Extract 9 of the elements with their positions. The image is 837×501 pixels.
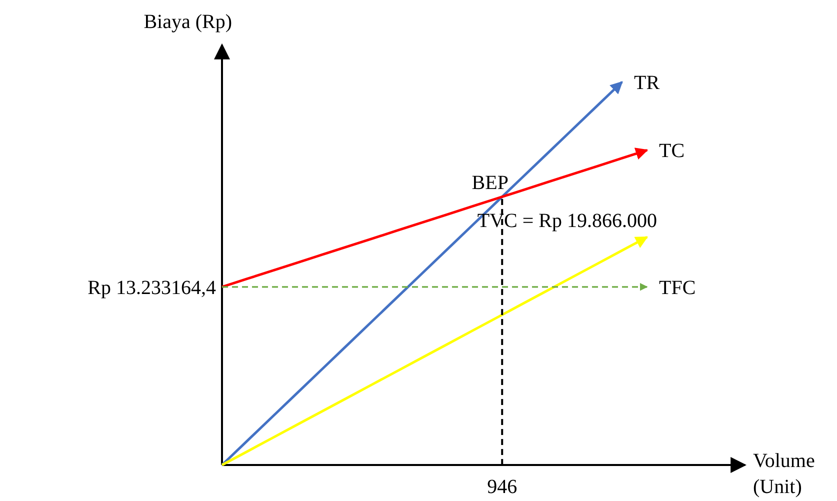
series-label: TVC = Rp 19.866.000: [477, 210, 657, 232]
text: 946: [487, 476, 518, 498]
annotation: BEP: [472, 172, 508, 194]
series-label: TFC: [659, 276, 696, 299]
annotation: Rp 13.233164,4: [88, 276, 216, 299]
series-label: TC: [659, 140, 685, 162]
x-axis-title: Volume (Unit): [753, 450, 815, 498]
series-label: TR: [634, 72, 660, 94]
y-axis-title: Biaya (Rp): [144, 11, 232, 33]
